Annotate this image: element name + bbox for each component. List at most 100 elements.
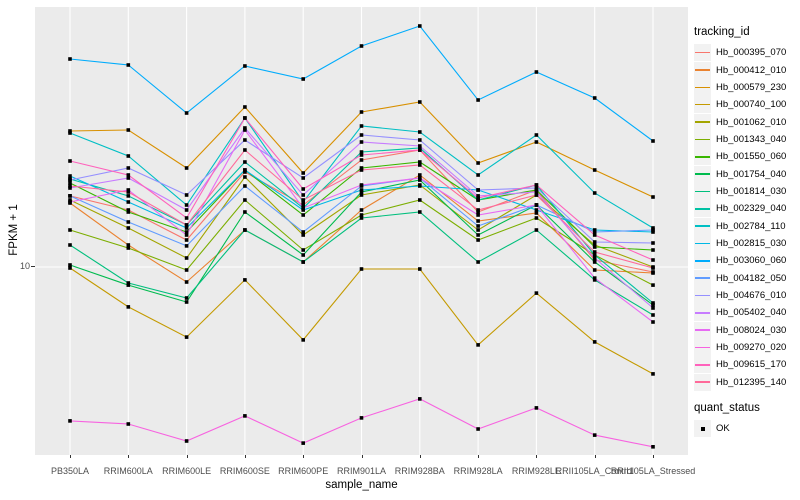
square-point-icon — [700, 426, 705, 431]
data-point — [243, 184, 247, 188]
series-color-swatch — [694, 286, 711, 304]
data-point — [476, 98, 480, 102]
data-point — [592, 245, 597, 249]
data-point — [126, 305, 131, 309]
legend-label: Hb_000412_010 — [716, 64, 787, 76]
legend-item-Hb_002329_040: Hb_002329_040 — [694, 200, 800, 218]
series-color-swatch — [694, 61, 711, 79]
data-point — [68, 159, 72, 163]
data-point — [243, 414, 247, 418]
data-point — [418, 184, 422, 188]
data-point — [126, 210, 131, 214]
data-point — [651, 271, 655, 275]
legend-label: Hb_001343_040 — [716, 133, 787, 145]
data-point — [592, 268, 597, 272]
plot-panel — [35, 7, 688, 455]
data-point — [418, 267, 422, 271]
x-tick-label-RRIM600PE: RRIM600PE — [278, 466, 329, 476]
data-point — [534, 208, 539, 212]
data-point — [476, 194, 480, 198]
data-point — [68, 129, 72, 133]
series-color-swatch — [694, 304, 711, 322]
data-point — [359, 190, 364, 194]
data-point — [476, 196, 480, 200]
data-point — [126, 208, 131, 212]
series-color-swatch — [694, 96, 711, 114]
series-line-icon — [695, 294, 710, 297]
series-color-swatch — [694, 252, 711, 270]
data-point — [476, 208, 480, 212]
data-point — [184, 223, 189, 227]
x-tick-mark — [478, 455, 480, 458]
data-point — [359, 44, 364, 48]
data-point — [184, 268, 189, 272]
data-point — [592, 276, 597, 280]
data-point — [534, 216, 539, 220]
legend-label: Hb_001550_060 — [716, 151, 787, 163]
data-point — [418, 163, 422, 167]
legend-quant-block: quant_status OK — [694, 402, 800, 438]
data-point — [359, 193, 364, 197]
data-point — [418, 397, 422, 401]
x-tick-label-RRIM600LE: RRIM600LE — [162, 466, 212, 476]
data-point — [418, 173, 422, 177]
data-point — [534, 291, 539, 295]
data-point — [651, 320, 655, 324]
legend-item-Hb_005402_040: Hb_005402_040 — [694, 304, 800, 322]
legend-item-Hb_000412_010: Hb_000412_010 — [694, 61, 800, 79]
legend-label: Hb_002784_110 — [716, 220, 786, 232]
series-color-swatch — [694, 113, 711, 131]
data-point — [301, 233, 305, 237]
series-color-swatch — [694, 269, 711, 287]
legend-item-Hb_002815_030: Hb_002815_030 — [694, 234, 800, 252]
data-point — [476, 260, 480, 264]
data-point — [651, 266, 655, 270]
data-point — [301, 171, 305, 175]
legend-item-Hb_000740_100: Hb_000740_100 — [694, 96, 800, 114]
series-line-icon — [695, 364, 710, 366]
x-tick-mark — [186, 455, 188, 458]
series-color-swatch — [694, 44, 711, 62]
data-point — [301, 260, 305, 264]
ok-point-swatch — [694, 420, 711, 438]
data-point — [68, 243, 72, 247]
data-point — [301, 248, 305, 252]
series-line-icon — [695, 259, 710, 262]
data-point — [534, 183, 539, 187]
data-point — [126, 63, 131, 67]
data-point — [651, 313, 655, 317]
legend-title-tracking-id: tracking_id — [694, 26, 750, 38]
data-point — [359, 158, 364, 162]
series-line-icon — [695, 381, 710, 383]
data-point — [68, 181, 72, 185]
data-point — [359, 188, 364, 192]
x-tick-mark — [128, 455, 130, 458]
data-point — [68, 178, 72, 182]
legend-item-Hb_008024_030: Hb_008024_030 — [694, 321, 800, 339]
data-point — [184, 193, 189, 197]
data-point — [126, 173, 131, 177]
data-point — [184, 230, 189, 234]
data-point — [68, 184, 72, 188]
legend-item-Hb_000395_070: Hb_000395_070 — [694, 44, 800, 62]
data-point — [243, 210, 247, 214]
legend-label: Hb_000395_070 — [716, 47, 787, 59]
data-point — [184, 216, 189, 220]
series-color-swatch — [694, 356, 711, 374]
series-color-swatch — [694, 217, 711, 235]
data-point — [68, 200, 72, 204]
data-point — [243, 228, 247, 232]
data-point — [126, 220, 131, 224]
data-point — [301, 200, 305, 204]
legend-label: Hb_000579_230 — [716, 81, 787, 93]
series-color-swatch — [694, 321, 711, 339]
data-point — [243, 168, 247, 172]
data-point — [301, 206, 305, 210]
x-tick-label-PB350LA: PB350LA — [50, 466, 90, 476]
series-line-icon — [695, 312, 710, 314]
data-point — [359, 213, 364, 217]
data-point — [68, 57, 72, 61]
data-point — [68, 194, 72, 198]
x-tick-label-RRII105LA_Control: RRII105LA_Control — [555, 466, 634, 476]
